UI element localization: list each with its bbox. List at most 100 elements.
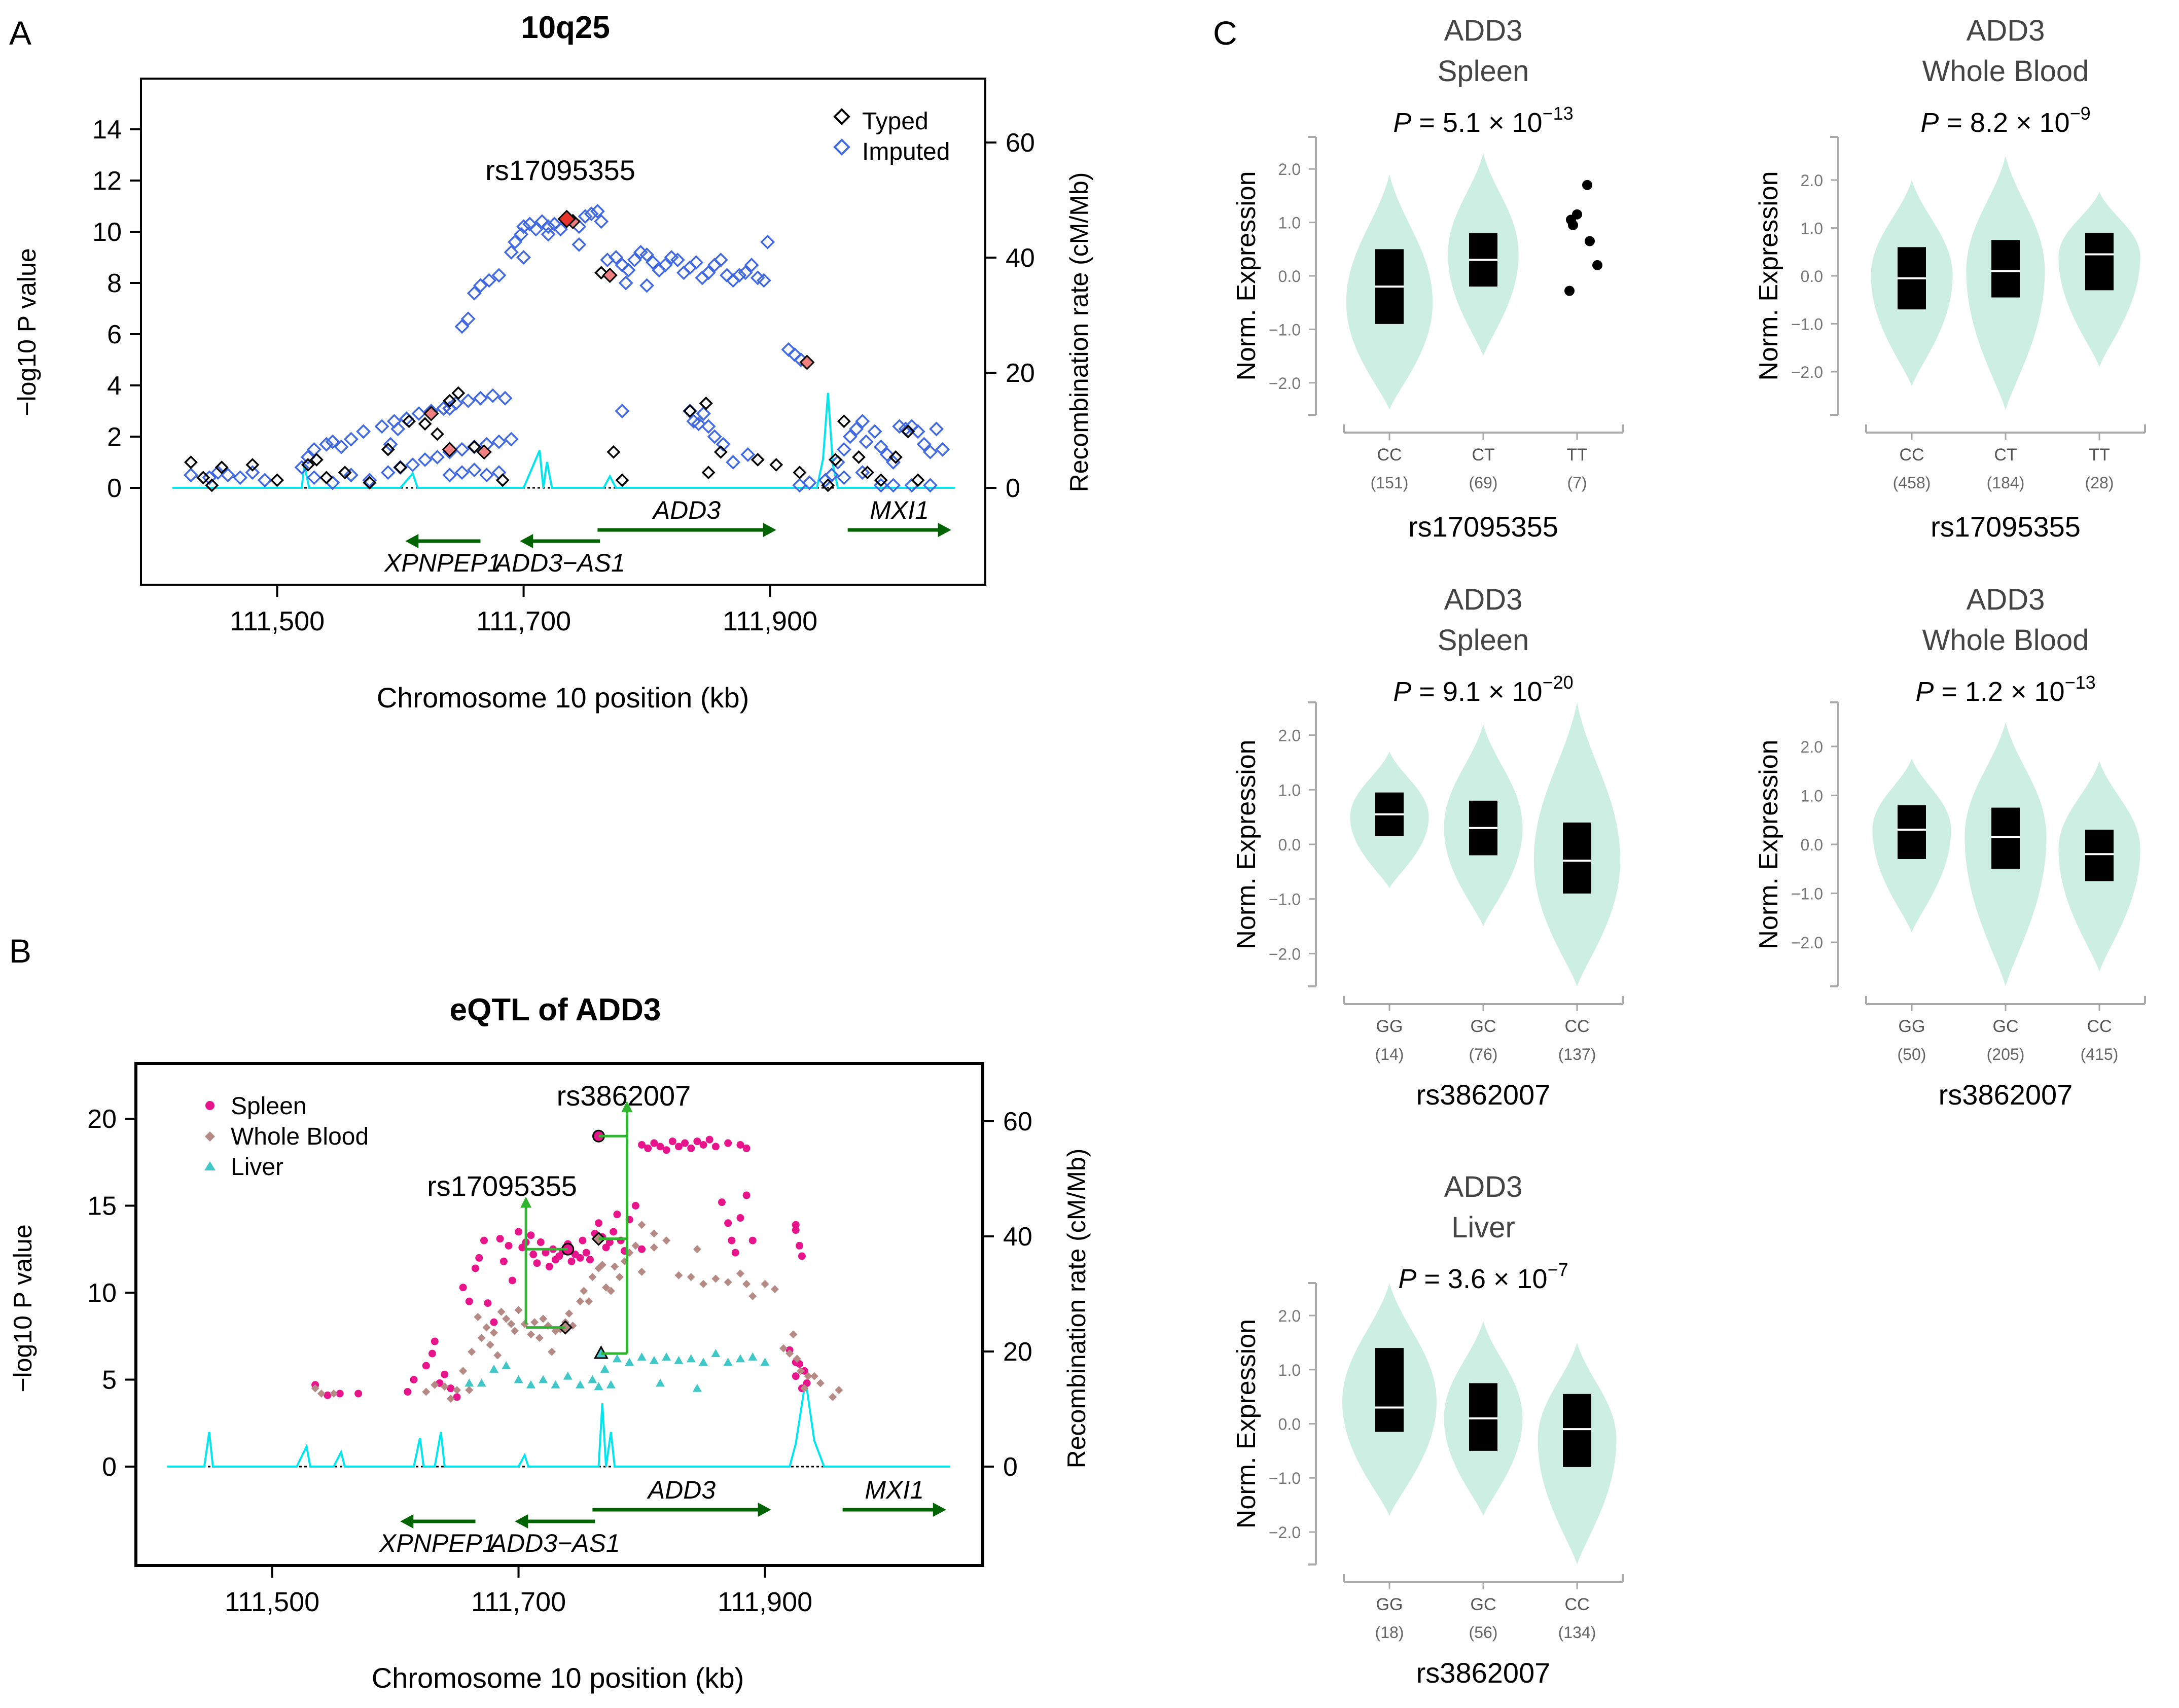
spleen-eqtl-point	[718, 1198, 726, 1206]
typed-snp-point	[713, 445, 728, 459]
imputed-snp-point	[442, 468, 457, 483]
whole-blood-eqtl-point	[785, 1349, 794, 1358]
violin-genotype-label: TT	[2089, 445, 2110, 465]
violin-genotype-label: CT	[1994, 445, 2017, 465]
violin-sample-count: (7)	[1567, 474, 1587, 492]
spleen-eqtl-point	[586, 1256, 594, 1264]
typed-snp-point	[418, 417, 432, 431]
violin-gene-label: ADD3	[1967, 583, 2045, 616]
whole-blood-eqtl-point	[530, 1318, 539, 1327]
imputed-snp-point	[430, 449, 445, 465]
typed-snp-point	[196, 471, 210, 485]
whole-blood-eqtl-point	[565, 1309, 574, 1318]
whole-blood-eqtl-point	[514, 1306, 523, 1314]
imputed-snp-point	[343, 432, 359, 447]
violin-y-label: Norm. Expression	[1232, 171, 1261, 380]
typed-snp-point	[402, 414, 416, 429]
typed-snp-point	[309, 452, 324, 467]
violin-sample-count: (50)	[1898, 1045, 1926, 1063]
spleen-eqtl-point	[527, 1231, 535, 1239]
imputed-snp-point	[701, 265, 716, 280]
violin-genotype-label: GG	[1376, 1017, 1403, 1036]
liver-eqtl-point	[656, 1378, 665, 1387]
whole-blood-eqtl-point	[748, 1292, 757, 1300]
y-tick-label: 0	[102, 1452, 117, 1482]
whole-blood-eqtl-point	[835, 1386, 843, 1395]
spleen-eqtl-point	[475, 1254, 483, 1262]
spleen-eqtl-point	[681, 1139, 689, 1147]
gene-label: ADD3−AS1	[493, 549, 625, 577]
whole-blood-eqtl-point	[482, 1323, 491, 1332]
panel-a-title: 10q25	[521, 10, 610, 45]
imputed-snp-point	[390, 421, 406, 437]
spleen-eqtl-point	[499, 1257, 508, 1265]
liver-eqtl-point	[662, 1352, 671, 1361]
gene-label: MXI1	[865, 1476, 924, 1504]
imputed-snp-point	[343, 468, 359, 483]
imputed-snp-point	[362, 473, 377, 488]
whole-blood-eqtl-point	[637, 1221, 646, 1229]
spleen-eqtl-point	[472, 1264, 479, 1272]
imputed-snp-point	[473, 278, 488, 293]
imputed-snp-point	[528, 222, 544, 237]
imputed-snp-point	[639, 278, 655, 293]
violin-sample-count: (18)	[1375, 1623, 1404, 1642]
imputed-snp-point	[334, 439, 349, 454]
typed-snp-point	[793, 466, 807, 480]
spleen-eqtl-point	[529, 1251, 538, 1259]
violin-outlier-point	[1568, 220, 1578, 230]
spleen-eqtl-point	[542, 1249, 550, 1257]
spleen-eqtl-point	[567, 1257, 576, 1265]
spleen-eqtl-point	[404, 1388, 412, 1396]
spleen-eqtl-point	[742, 1191, 751, 1199]
typed-snp-point	[245, 458, 260, 472]
y-tick-label: 0	[107, 474, 122, 503]
violin-p-value: P = 5.1 × 10−13	[1393, 103, 1573, 138]
y-tick-label: 2	[107, 422, 122, 452]
violin-tissue-label: Spleen	[1438, 624, 1529, 657]
x-tick-label: 111,500	[225, 1587, 319, 1617]
whole-blood-eqtl-point	[548, 1347, 556, 1356]
panel-b-eqtl-links	[520, 1100, 633, 1355]
violin-snp-label: rs17095355	[1931, 511, 2081, 543]
violin-y-tick-label: −2.0	[1269, 374, 1301, 393]
spleen-eqtl-point	[484, 1299, 492, 1307]
typed-snp-point	[451, 386, 466, 400]
typed-snp-point	[319, 471, 334, 485]
violin-sample-count: (205)	[1987, 1045, 2025, 1063]
violin-sample-count: (76)	[1469, 1045, 1498, 1063]
spleen-eqtl-point	[638, 1141, 646, 1149]
ld-snp-point	[442, 442, 457, 457]
imputed-snp-point	[516, 250, 531, 265]
spleen-eqtl-point	[650, 1139, 658, 1147]
violin-genotype-label: CC	[1564, 1595, 1589, 1614]
spleen-eqtl-point	[453, 1393, 461, 1401]
typed-snp-point	[495, 473, 510, 487]
panel-a-xlabel: Chromosome 10 position (kb)	[377, 682, 749, 714]
spleen-eqtl-point	[796, 1241, 804, 1250]
y2-tick-label: 0	[1003, 1452, 1018, 1482]
panel-b-letter: B	[9, 932, 31, 970]
spleen-eqtl-point	[459, 1284, 467, 1292]
violin-tissue-label: Spleen	[1438, 55, 1529, 88]
imputed-snp-point	[618, 275, 633, 291]
spleen-eqtl-point	[610, 1228, 618, 1236]
imputed-snp-point	[541, 219, 556, 234]
imputed-snp-point	[910, 424, 925, 439]
spleen-eqtl-point	[674, 1143, 683, 1151]
spleen-eqtl-point	[515, 1228, 523, 1236]
violin-y-tick-label: −2.0	[1791, 934, 1823, 952]
violin-y-tick-label: 0.0	[1278, 836, 1301, 854]
ld-snp-point	[476, 444, 492, 460]
imputed-snp-point	[497, 390, 513, 406]
typed-snp-point	[184, 455, 198, 469]
gene-label: ADD3	[652, 496, 721, 524]
violin-p-value: P = 8.2 × 10−9	[1920, 103, 2090, 138]
violin-y-tick-label: 2.0	[1278, 727, 1301, 745]
whole-blood-eqtl-point	[602, 1283, 611, 1292]
recombination-rate-line	[167, 1380, 950, 1468]
typed-snp-point	[888, 450, 903, 464]
y2-tick-label: 60	[1003, 1107, 1032, 1136]
violin-iqr-box	[1991, 240, 2020, 298]
